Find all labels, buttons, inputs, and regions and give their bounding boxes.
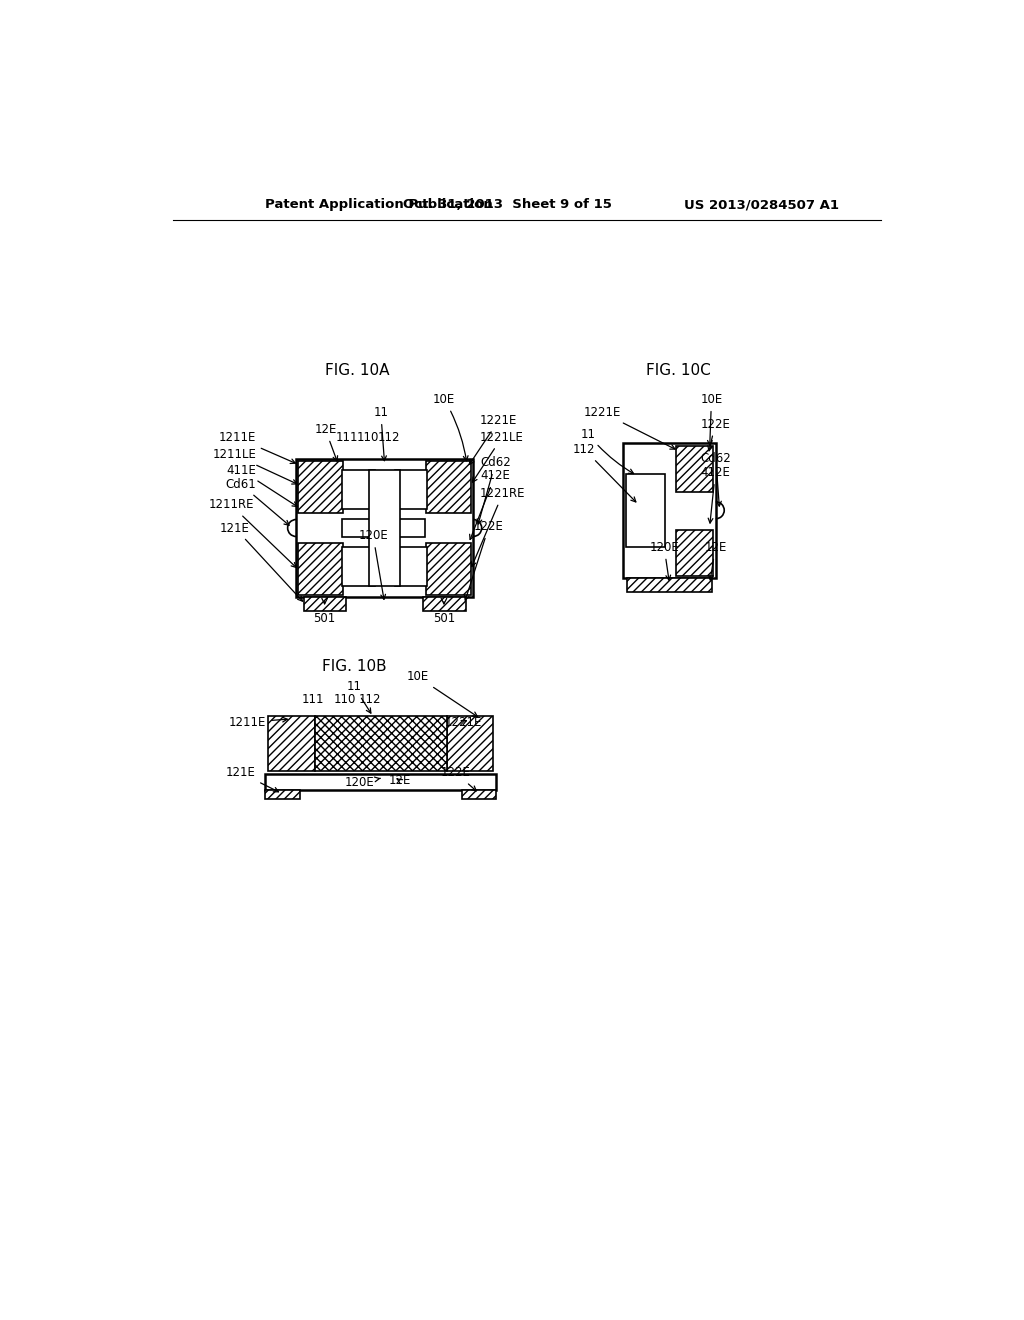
Text: 1221LE: 1221LE — [472, 430, 524, 482]
Text: 501: 501 — [433, 612, 455, 626]
Text: 1211E: 1211E — [228, 715, 288, 729]
Text: Cd61: Cd61 — [225, 478, 289, 525]
Text: 1221E: 1221E — [469, 413, 517, 465]
Text: 412E: 412E — [700, 466, 730, 523]
Text: Patent Application Publication: Patent Application Publication — [265, 198, 494, 211]
Text: 110: 110 — [334, 693, 355, 706]
Text: 111: 111 — [336, 430, 358, 444]
Bar — [268, 715, 314, 771]
Bar — [298, 543, 343, 595]
Text: 11: 11 — [374, 407, 388, 461]
Text: 121E: 121E — [220, 521, 302, 601]
Text: 1221RE: 1221RE — [471, 487, 525, 566]
Bar — [394, 548, 427, 586]
Bar — [627, 474, 665, 548]
Text: 1211LE: 1211LE — [212, 449, 297, 484]
Bar — [676, 446, 714, 492]
Bar — [296, 459, 473, 597]
Text: 122E: 122E — [700, 417, 730, 451]
Bar — [265, 775, 497, 789]
Bar — [265, 789, 300, 799]
Text: 501: 501 — [313, 612, 336, 626]
Text: 1221E: 1221E — [444, 715, 482, 729]
Text: 412E: 412E — [470, 469, 510, 540]
Text: US 2013/0284507 A1: US 2013/0284507 A1 — [684, 198, 840, 211]
Text: 120E: 120E — [358, 529, 388, 599]
Bar — [342, 519, 425, 537]
Bar — [298, 461, 343, 513]
Text: 12E: 12E — [705, 541, 727, 579]
Text: 10E: 10E — [700, 393, 723, 445]
Text: 120E: 120E — [649, 541, 679, 579]
Bar — [676, 529, 714, 576]
Bar — [628, 578, 712, 591]
Text: 411E: 411E — [226, 463, 297, 507]
Bar — [314, 715, 447, 771]
Text: 110: 110 — [356, 430, 379, 444]
Text: 12E: 12E — [314, 422, 338, 461]
Text: 112: 112 — [573, 444, 636, 502]
Text: 12E: 12E — [388, 774, 411, 787]
Bar — [624, 444, 716, 578]
Text: 1221E: 1221E — [584, 407, 675, 449]
Text: FIG. 10B: FIG. 10B — [322, 659, 386, 675]
Text: 120E: 120E — [345, 776, 381, 788]
Text: 122E: 122E — [465, 520, 504, 601]
Text: 10E: 10E — [433, 393, 468, 461]
Bar — [426, 461, 471, 513]
Text: FIG. 10A: FIG. 10A — [326, 363, 390, 378]
Bar — [342, 548, 375, 586]
Text: 11: 11 — [346, 680, 371, 713]
Text: 112: 112 — [377, 430, 399, 444]
Bar — [304, 597, 346, 611]
Text: 122E: 122E — [441, 767, 476, 791]
Text: 112: 112 — [358, 693, 381, 706]
Text: Cd62: Cd62 — [700, 453, 731, 506]
Text: 1211RE: 1211RE — [208, 499, 296, 568]
Bar — [423, 597, 466, 611]
Text: FIG. 10C: FIG. 10C — [646, 363, 712, 378]
Bar — [426, 543, 471, 595]
Text: 10E: 10E — [407, 671, 477, 717]
Text: 121E: 121E — [225, 767, 279, 792]
Text: 111: 111 — [302, 693, 325, 706]
Bar — [462, 789, 497, 799]
Text: Oct. 31, 2013  Sheet 9 of 15: Oct. 31, 2013 Sheet 9 of 15 — [403, 198, 612, 211]
Bar — [370, 470, 400, 586]
Text: 11: 11 — [581, 428, 634, 474]
Text: Cd62: Cd62 — [477, 455, 511, 524]
Bar — [447, 715, 494, 771]
Text: 1211E: 1211E — [219, 432, 295, 463]
Bar — [342, 470, 375, 508]
Bar — [394, 470, 427, 508]
